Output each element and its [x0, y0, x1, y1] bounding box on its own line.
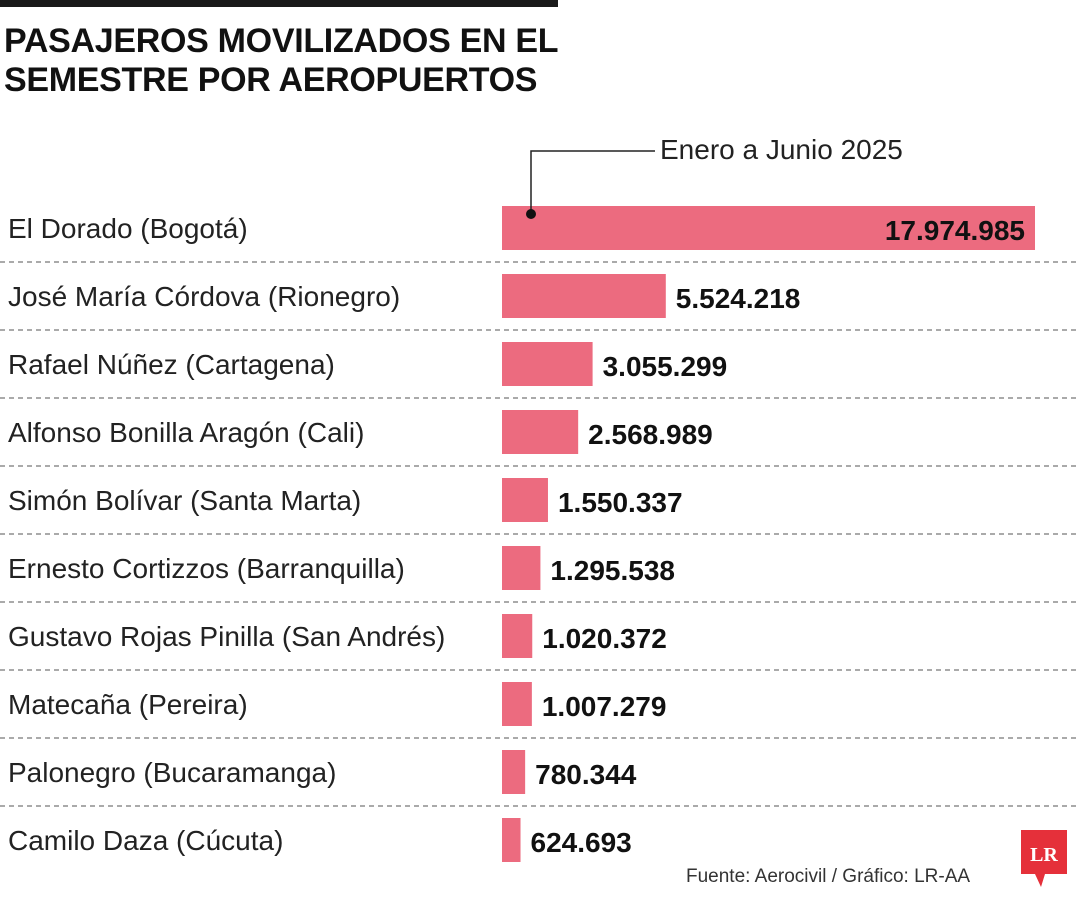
chart-title-line-2: SEMESTRE POR AEROPUERTOS	[4, 61, 538, 99]
bar	[502, 274, 666, 318]
category-label: Palonegro (Bucaramanga)	[8, 757, 336, 788]
bar	[502, 750, 526, 794]
category-label: Alfonso Bonilla Aragón (Cali)	[8, 417, 364, 448]
bar	[502, 206, 1035, 250]
category-label: Camilo Daza (Cúcuta)	[8, 825, 283, 856]
value-label: 1.007.279	[542, 691, 667, 722]
value-label: 1.550.337	[558, 487, 683, 518]
category-label: Matecaña (Pereira)	[8, 689, 248, 720]
category-label: José María Córdova (Rionegro)	[8, 281, 400, 312]
category-label: Rafael Núñez (Cartagena)	[8, 349, 335, 380]
source-note: Fuente: Aerocivil / Gráfico: LR-AA	[686, 866, 971, 887]
category-label: Simón Bolívar (Santa Marta)	[8, 485, 361, 516]
value-label: 5.524.218	[676, 283, 801, 314]
legend-leader-line	[530, 150, 655, 214]
category-label: El Dorado (Bogotá)	[8, 213, 248, 244]
value-label: 3.055.299	[603, 351, 728, 382]
legend-leader-dot	[526, 209, 536, 219]
bar	[502, 818, 521, 862]
logo-shape	[1021, 830, 1067, 887]
logo-text: LR	[1030, 844, 1058, 866]
lr-logo: LR	[1021, 830, 1067, 887]
value-label: 780.344	[535, 759, 637, 790]
bar	[502, 546, 541, 590]
bar	[502, 682, 532, 726]
bar	[502, 410, 579, 454]
value-label: 2.568.989	[588, 419, 713, 450]
top-rule	[0, 0, 558, 7]
chart-title: PASAJEROS MOVILIZADOS EN EL SEMESTRE POR…	[4, 22, 559, 100]
value-label: 624.693	[531, 827, 632, 858]
bar	[502, 342, 593, 386]
category-label: Gustavo Rojas Pinilla (San Andrés)	[8, 621, 445, 652]
category-label: Ernesto Cortizzos (Barranquilla)	[8, 553, 405, 584]
value-label: 17.974.985	[885, 215, 1025, 246]
bar	[502, 614, 533, 658]
legend-label: Enero a Junio 2025	[660, 134, 903, 165]
value-label: 1.295.538	[550, 555, 675, 586]
chart-title-line-1: PASAJEROS MOVILIZADOS EN EL	[4, 22, 559, 60]
bar	[502, 478, 548, 522]
value-label: 1.020.372	[542, 623, 667, 654]
